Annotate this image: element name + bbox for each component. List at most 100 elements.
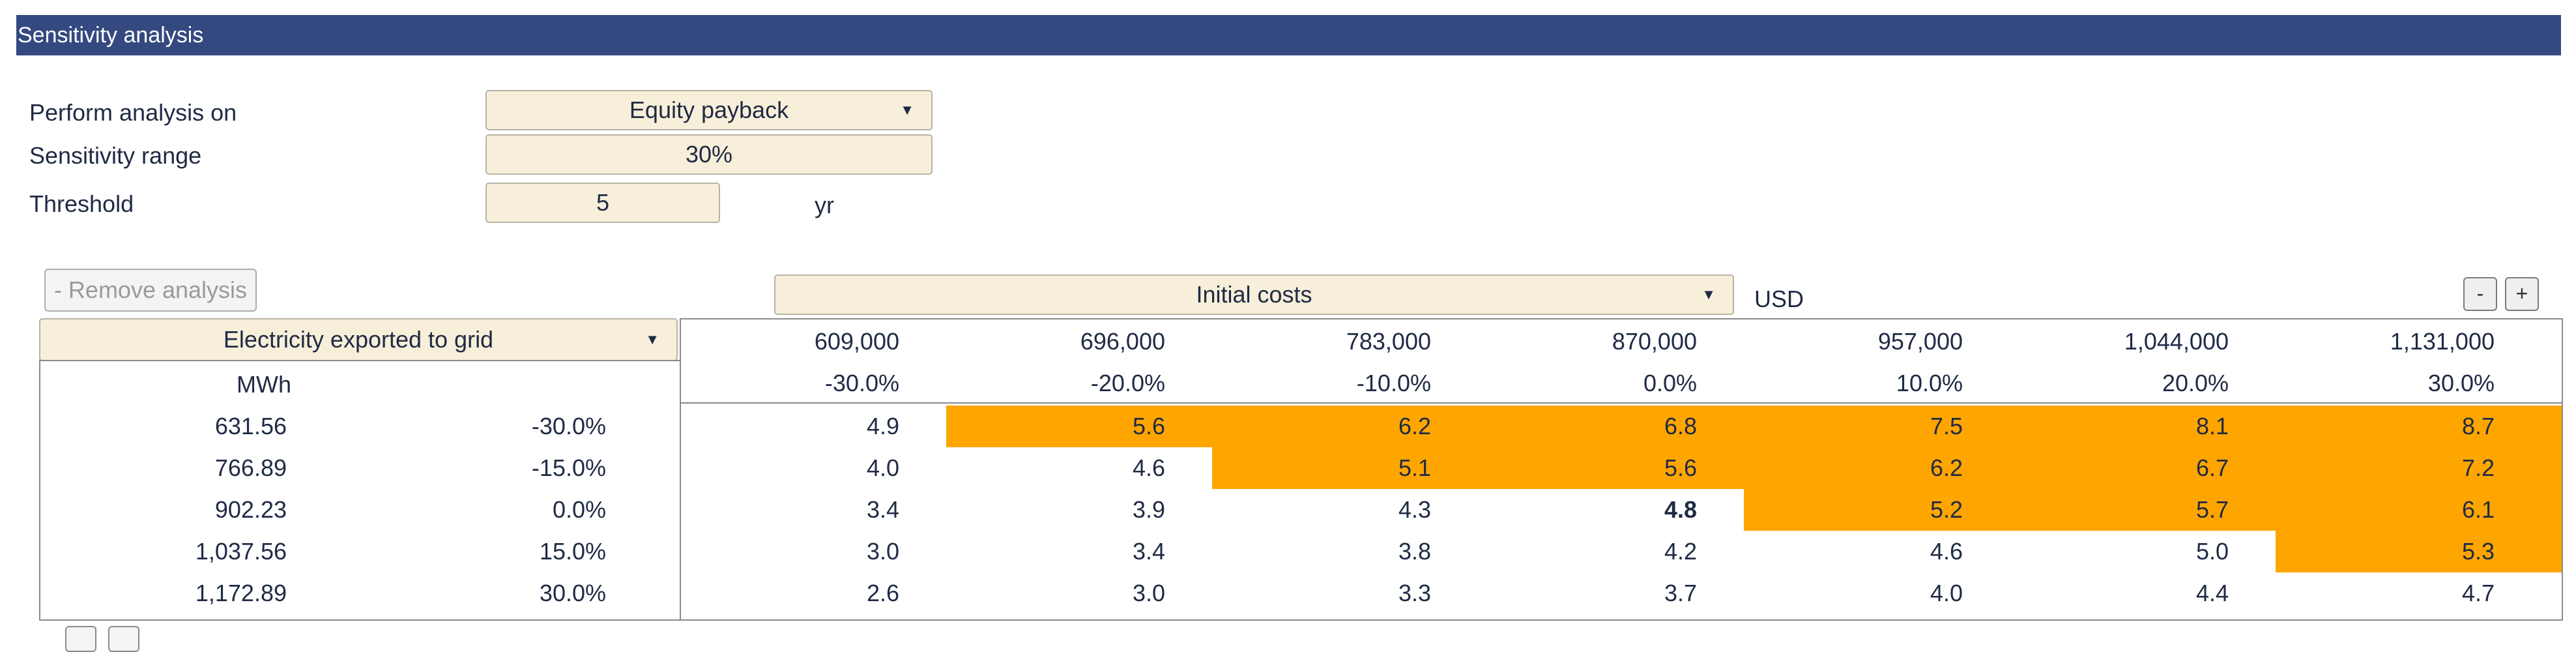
column-percent: 30.0%: [2427, 370, 2495, 396]
threshold-highlight: [1744, 406, 2010, 447]
threshold-highlight: [2276, 531, 2562, 572]
result-cell: 7.2: [2461, 454, 2495, 481]
row-percent: 0.0%: [552, 496, 606, 523]
column-value: 957,000: [1877, 328, 1963, 355]
threshold-highlight: [2010, 447, 2276, 489]
result-cell: 4.2: [1664, 538, 1697, 565]
result-cell: 6.8: [1664, 413, 1697, 439]
column-percent: -10.0%: [1356, 370, 1431, 396]
column-value: 1,044,000: [2124, 328, 2229, 355]
result-cell: 6.7: [2195, 454, 2229, 481]
analysis-select-value: Equity payback: [629, 96, 789, 123]
header-divider: [681, 402, 2562, 404]
section-title: Sensitivity analysis: [18, 23, 204, 48]
result-cell: 2.6: [866, 580, 899, 606]
result-cell: 3.3: [1398, 580, 1431, 606]
result-cell: 4.7: [2461, 580, 2495, 606]
result-cell: 4.0: [866, 454, 899, 481]
column-value: 870,000: [1612, 328, 1697, 355]
zoom-out-button[interactable]: -: [2463, 277, 2497, 311]
row-percent: 15.0%: [539, 538, 606, 565]
threshold-highlight: [1478, 406, 1744, 447]
column-parameter-unit: USD: [1754, 286, 1804, 312]
threshold-label: Threshold: [29, 190, 134, 217]
zoom-in-button[interactable]: +: [2505, 277, 2539, 311]
remove-analysis-button[interactable]: - Remove analysis: [44, 269, 257, 312]
remove-row-button[interactable]: [108, 626, 139, 652]
result-cell: 3.7: [1664, 580, 1697, 606]
result-cell: 4.4: [2195, 580, 2229, 606]
result-cell: 3.0: [1132, 580, 1165, 606]
column-value: 783,000: [1346, 328, 1431, 355]
result-cell: 6.2: [1930, 454, 1963, 481]
dropdown-arrow-icon: ▼: [645, 331, 659, 348]
column-percent: -20.0%: [1090, 370, 1165, 396]
threshold-highlight: [1478, 447, 1744, 489]
threshold-highlight: [1744, 489, 2010, 531]
row-percent: -30.0%: [531, 413, 606, 439]
result-cell: 5.1: [1398, 454, 1431, 481]
result-cell: 7.5: [1930, 413, 1963, 439]
range-input[interactable]: 30%: [485, 134, 933, 175]
result-cell: 3.4: [866, 496, 899, 523]
column-percent: 10.0%: [1896, 370, 1963, 396]
threshold-highlight: [1744, 447, 2010, 489]
column-percent: 20.0%: [2162, 370, 2229, 396]
add-row-button[interactable]: [65, 626, 96, 652]
row-value: 902.23: [214, 496, 287, 523]
result-cell: 3.8: [1398, 538, 1431, 565]
result-cell: 3.0: [866, 538, 899, 565]
row-value: 631.56: [214, 413, 287, 439]
row-percent: -15.0%: [531, 454, 606, 481]
column-value: 1,131,000: [2390, 328, 2495, 355]
row-parameter-unit: MWh: [237, 371, 291, 398]
result-cell: 4.6: [1132, 454, 1165, 481]
threshold-highlight: [2276, 447, 2562, 489]
threshold-input[interactable]: 5: [485, 183, 720, 223]
row-percent: 30.0%: [539, 580, 606, 606]
column-percent: 0.0%: [1643, 370, 1697, 396]
result-cell: 5.0: [2195, 538, 2229, 565]
row-value: 766.89: [214, 454, 287, 481]
result-cell: 4.6: [1930, 538, 1963, 565]
result-cell: 4.0: [1930, 580, 1963, 606]
section-header: Sensitivity analysis: [16, 15, 2561, 55]
result-cell: 5.3: [2461, 538, 2495, 565]
analysis-label: Perform analysis on: [29, 99, 237, 126]
threshold-highlight: [2010, 489, 2276, 531]
result-cell: 8.7: [2461, 413, 2495, 439]
result-cell: 5.7: [2195, 496, 2229, 523]
column-value: 696,000: [1080, 328, 1165, 355]
result-cell: 4.8: [1664, 496, 1697, 523]
threshold-highlight: [946, 406, 1212, 447]
column-parameter-select[interactable]: Initial costs ▼: [774, 274, 1734, 315]
result-cell: 3.4: [1132, 538, 1165, 565]
result-cell: 4.3: [1398, 496, 1431, 523]
threshold-unit: yr: [815, 192, 834, 218]
range-label: Sensitivity range: [29, 142, 202, 169]
threshold-highlight: [1212, 406, 1478, 447]
threshold-highlight: [2276, 406, 2562, 447]
threshold-highlight: [2276, 489, 2562, 531]
column-percent: -30.0%: [824, 370, 899, 396]
results-grid: [680, 318, 2563, 621]
column-value: 609,000: [814, 328, 899, 355]
result-cell: 8.1: [2195, 413, 2229, 439]
row-value: 1,172.89: [195, 580, 287, 606]
analysis-select[interactable]: Equity payback ▼: [485, 90, 933, 130]
row-parameter-select[interactable]: Electricity exported to grid ▼: [39, 318, 678, 361]
threshold-highlight: [1212, 447, 1478, 489]
result-cell: 5.6: [1132, 413, 1165, 439]
dropdown-arrow-icon: ▼: [1701, 286, 1716, 303]
result-cell: 6.1: [2461, 496, 2495, 523]
row-parameter-value: Electricity exported to grid: [223, 326, 494, 353]
result-cell: 5.6: [1664, 454, 1697, 481]
result-cell: 5.2: [1930, 496, 1963, 523]
range-input-value: 30%: [685, 141, 733, 168]
threshold-highlight: [2010, 406, 2276, 447]
column-parameter-value: Initial costs: [1196, 281, 1312, 308]
threshold-input-value: 5: [596, 189, 610, 216]
result-cell: 3.9: [1132, 496, 1165, 523]
dropdown-arrow-icon: ▼: [900, 102, 914, 118]
result-cell: 6.2: [1398, 413, 1431, 439]
